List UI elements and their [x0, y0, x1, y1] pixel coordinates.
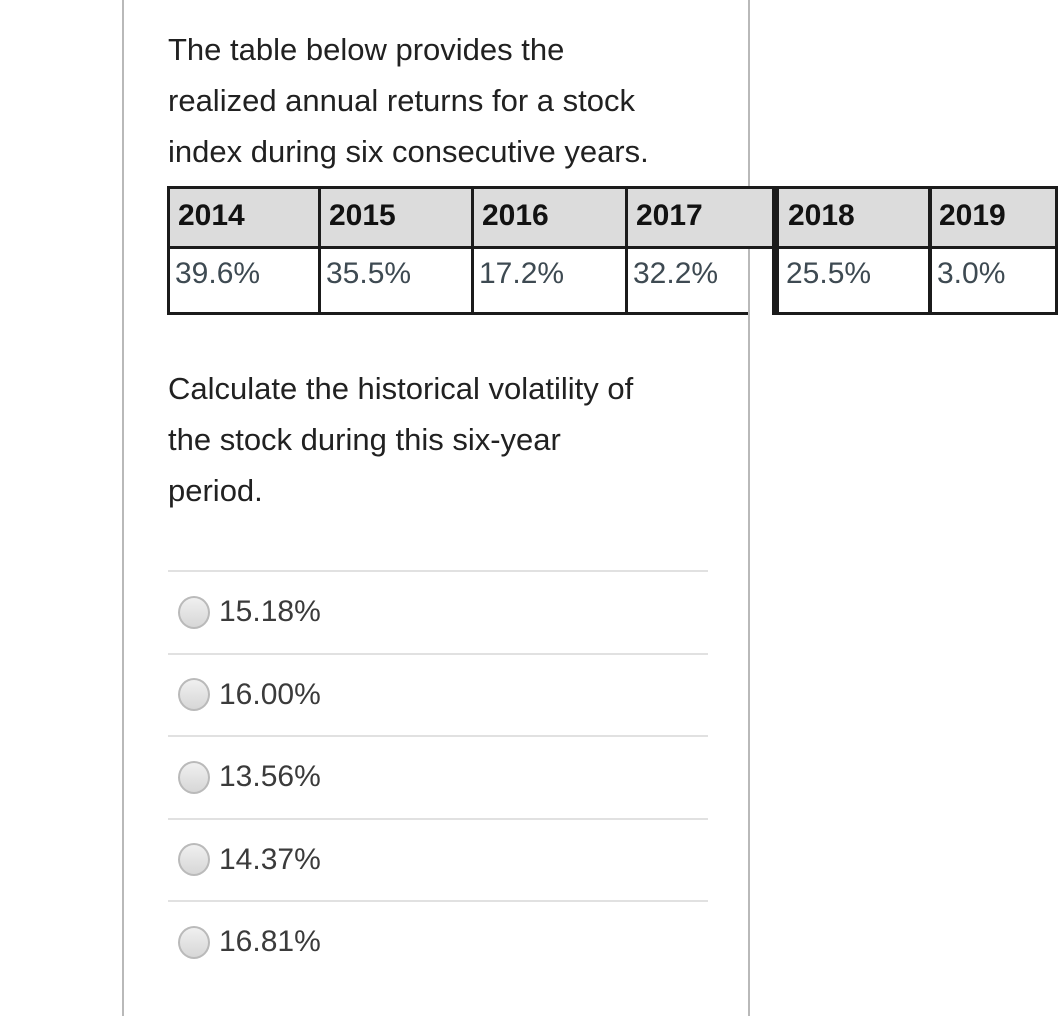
- panel-divider-right: [748, 0, 750, 1016]
- table-header-cell: 2018: [788, 199, 855, 232]
- question-prompt: Calculate the historical volatility of t…: [168, 363, 633, 516]
- question-prompt-line: period.: [168, 473, 263, 508]
- table-border-top: [167, 186, 1058, 189]
- question-intro-line: index during six consecutive years.: [168, 134, 649, 169]
- table-border-col5: [928, 186, 932, 315]
- radio-button-icon[interactable]: [178, 678, 210, 712]
- table-data-cell: 35.5%: [326, 257, 412, 290]
- table-border-col2: [471, 186, 474, 315]
- annual-returns-table: 2014 2015 2016 2017 2018 2019 39.6% 35.5…: [167, 186, 1058, 315]
- table-border-col0: [167, 186, 170, 315]
- answer-option-5[interactable]: 16.81%: [168, 900, 708, 983]
- answer-options-list: 15.18% 16.00% 13.56% 14.37% 16.81%: [168, 570, 708, 983]
- table-border-mid: [167, 246, 1058, 249]
- radio-button-icon[interactable]: [178, 843, 210, 877]
- answer-option-1[interactable]: 15.18%: [168, 570, 708, 653]
- table-data-cell: 17.2%: [479, 257, 565, 290]
- radio-button-icon[interactable]: [178, 595, 210, 629]
- table-header-cell: 2017: [636, 199, 703, 232]
- radio-button-icon[interactable]: [178, 760, 210, 794]
- question-prompt-line: Calculate the historical volatility of: [168, 371, 634, 406]
- table-border-col6: [1055, 186, 1058, 315]
- table-data-cell: 32.2%: [633, 257, 719, 290]
- question-intro-line: The table below provides the: [168, 32, 565, 67]
- answer-option-label: 15.18%: [219, 595, 321, 629]
- answer-option-4[interactable]: 14.37%: [168, 817, 708, 901]
- table-data-cell: 3.0%: [937, 257, 1006, 290]
- table-border-col1: [318, 186, 321, 315]
- table-header-background: [167, 186, 1058, 249]
- table-data-cell: 39.6%: [175, 257, 261, 290]
- table-border-bottom-left: [167, 312, 748, 315]
- question-prompt-line: the stock during this six-year: [168, 422, 561, 457]
- answer-option-2[interactable]: 16.00%: [168, 652, 708, 736]
- answer-option-label: 16.81%: [219, 925, 321, 959]
- table-data-cell: 25.5%: [786, 257, 872, 290]
- table-header-cell: 2016: [482, 199, 549, 232]
- table-header-cell: 2014: [178, 199, 245, 232]
- table-border-col3: [625, 186, 628, 315]
- table-header-cell: 2019: [939, 199, 1006, 232]
- panel-divider-left: [122, 0, 124, 1016]
- answer-option-label: 14.37%: [219, 842, 321, 876]
- answer-option-label: 16.00%: [219, 677, 321, 711]
- radio-button-icon[interactable]: [178, 925, 210, 959]
- answer-option-label: 13.56%: [219, 760, 321, 794]
- answer-option-3[interactable]: 13.56%: [168, 735, 708, 818]
- question-intro: The table below provides the realized an…: [168, 24, 649, 177]
- table-border-col4: [772, 186, 779, 315]
- table-header-cell: 2015: [329, 199, 396, 232]
- question-intro-line: realized annual returns for a stock: [168, 83, 635, 118]
- table-border-bottom-right: [773, 312, 1058, 315]
